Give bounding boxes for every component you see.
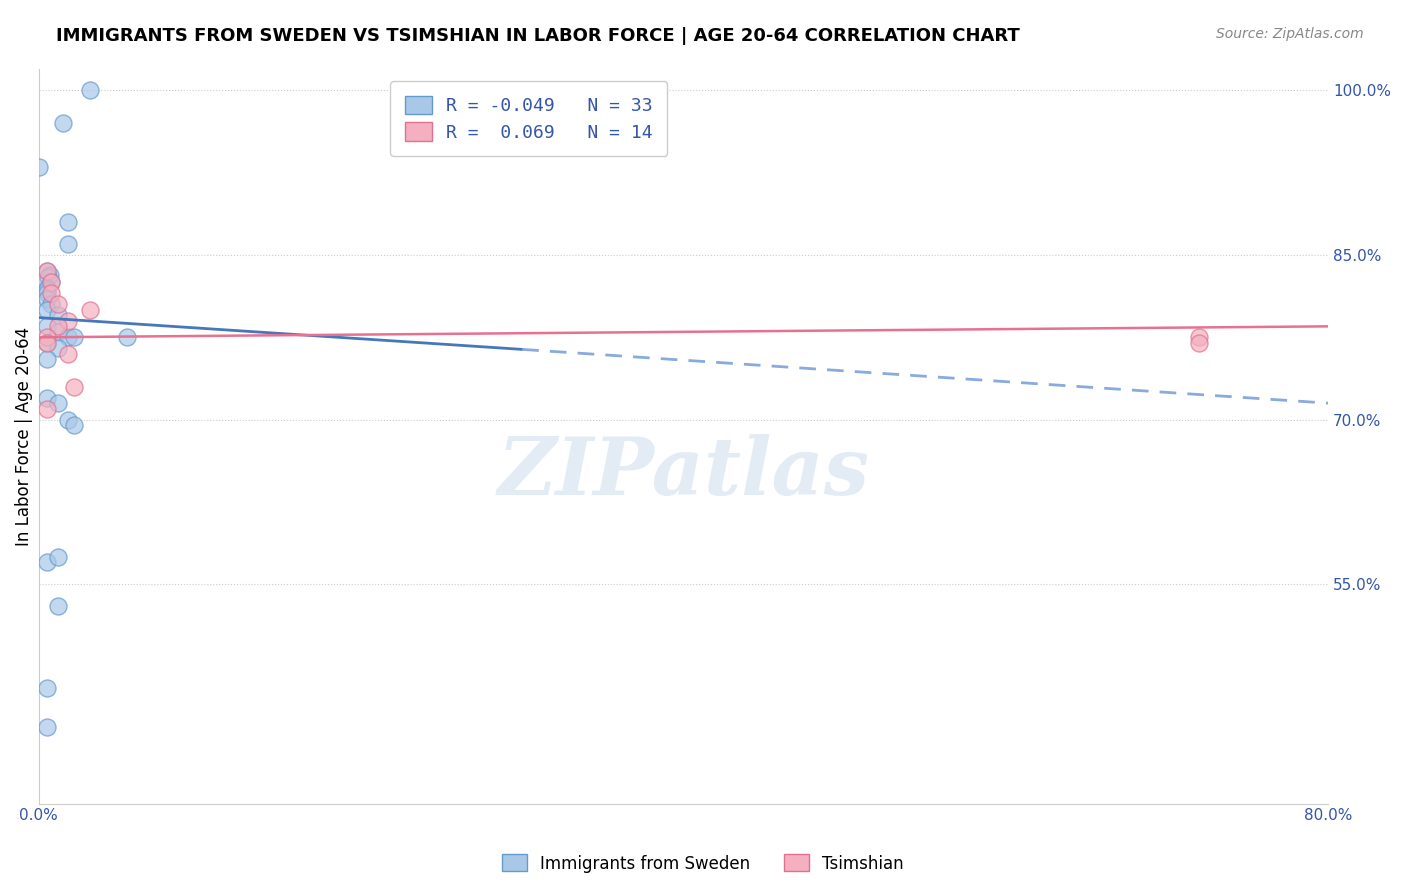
Point <box>46 549 69 564</box>
Y-axis label: In Labor Force | Age 20-64: In Labor Force | Age 20-64 <box>15 326 32 546</box>
Point <box>56 215 79 229</box>
Point <box>46 325 69 339</box>
Point <box>41 276 63 290</box>
Point <box>56 314 79 328</box>
Point <box>41 286 63 301</box>
Text: ZIPatlas: ZIPatlas <box>498 434 869 512</box>
Point <box>35 335 58 350</box>
Point <box>56 237 79 252</box>
Point <box>35 391 58 405</box>
Point <box>1188 330 1211 344</box>
Point <box>79 83 101 97</box>
Point <box>35 330 58 344</box>
Legend: R = -0.049   N = 33, R =  0.069   N = 14: R = -0.049 N = 33, R = 0.069 N = 14 <box>389 81 666 156</box>
Point <box>35 264 58 278</box>
Point <box>35 555 58 569</box>
Point <box>63 330 86 344</box>
Point <box>35 302 58 317</box>
Point <box>35 681 58 696</box>
Point <box>35 335 58 350</box>
Point <box>56 412 79 426</box>
Point <box>38 268 60 282</box>
Point <box>46 309 69 323</box>
Point <box>35 319 58 334</box>
Point <box>52 116 75 130</box>
Point <box>35 352 58 367</box>
Point <box>56 330 79 344</box>
Point <box>41 276 63 290</box>
Point <box>35 401 58 416</box>
Point <box>56 347 79 361</box>
Legend: Immigrants from Sweden, Tsimshian: Immigrants from Sweden, Tsimshian <box>495 847 911 880</box>
Point <box>1188 335 1211 350</box>
Point <box>27 161 49 175</box>
Point <box>35 286 58 301</box>
Point <box>35 720 58 734</box>
Point <box>35 292 58 306</box>
Point <box>46 319 69 334</box>
Point <box>35 281 58 295</box>
Text: Source: ZipAtlas.com: Source: ZipAtlas.com <box>1216 27 1364 41</box>
Point <box>46 599 69 614</box>
Point <box>46 297 69 311</box>
Point <box>115 330 138 344</box>
Point <box>35 264 58 278</box>
Point <box>46 396 69 410</box>
Point <box>37 270 59 285</box>
Point <box>63 380 86 394</box>
Point <box>41 297 63 311</box>
Point <box>63 418 86 433</box>
Text: IMMIGRANTS FROM SWEDEN VS TSIMSHIAN IN LABOR FORCE | AGE 20-64 CORRELATION CHART: IMMIGRANTS FROM SWEDEN VS TSIMSHIAN IN L… <box>56 27 1019 45</box>
Point <box>46 341 69 355</box>
Point <box>35 283 58 297</box>
Point <box>79 302 101 317</box>
